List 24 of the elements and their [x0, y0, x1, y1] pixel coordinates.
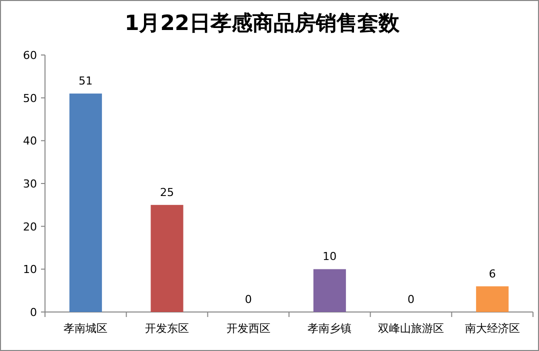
- x-tick-label: 南大经济区: [464, 322, 520, 335]
- bar: [69, 94, 102, 312]
- y-tick-label: 10: [23, 263, 37, 276]
- bar: [476, 286, 509, 312]
- y-tick-label: 0: [30, 306, 37, 319]
- data-label: 10: [322, 250, 337, 264]
- bar: [150, 204, 184, 312]
- data-label: 6: [488, 267, 496, 280]
- data-label: 0: [408, 293, 414, 306]
- y-tick-label: 30: [23, 178, 37, 190]
- x-tick-label: 孝南乡镇: [308, 322, 352, 335]
- bar: [313, 269, 346, 312]
- chart-title: 1月22日孝感商品房销售套数: [124, 11, 400, 35]
- y-tick-label: 50: [23, 92, 37, 105]
- x-tick-label: 开发西区: [226, 322, 270, 335]
- data-label: 25: [160, 186, 174, 199]
- data-label: 51: [78, 74, 93, 88]
- y-tick-label: 40: [23, 134, 37, 148]
- data-label: 0: [244, 293, 252, 306]
- x-tick-label: 孝南城区: [64, 322, 108, 335]
- y-tick-label: 60: [23, 49, 37, 62]
- x-tick-label: 双峰山旅游区: [378, 322, 444, 335]
- y-tick-label: 20: [23, 220, 37, 234]
- x-tick-label: 开发东区: [145, 322, 189, 335]
